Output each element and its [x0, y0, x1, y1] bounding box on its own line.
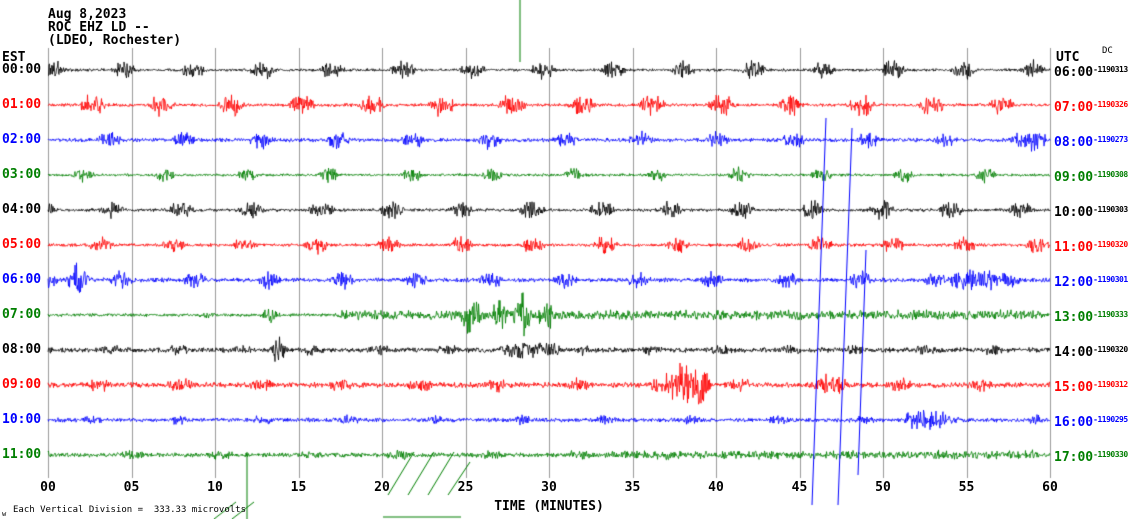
x-tick-label: 35 [624, 480, 641, 495]
utc-time: 17:00 [1054, 450, 1094, 465]
row-label-utc: 09:00-1190308 [1054, 168, 1128, 184]
dc-offset-value: -1190301 [1093, 275, 1128, 284]
utc-time: 10:00 [1054, 205, 1094, 220]
row-label-utc: 12:00-1190301 [1054, 273, 1128, 289]
row-label-est: 03:00 [2, 167, 42, 182]
header-location: (LDEO, Rochester) [48, 33, 182, 48]
utc-time: 08:00 [1054, 135, 1094, 150]
row-label-est: 08:00 [2, 342, 42, 357]
x-tick-label: 50 [875, 480, 891, 495]
x-tick-label: 00 [40, 480, 56, 495]
left-timezone-label: EST [2, 50, 26, 65]
x-tick-label: 05 [123, 480, 140, 495]
row-label-est: 04:00 [2, 202, 42, 217]
x-tick-label: 20 [374, 480, 390, 495]
row-label-utc: 10:00-1190303 [1054, 203, 1128, 219]
header-date: Aug 8,2023 [48, 7, 127, 22]
utc-time: 09:00 [1054, 170, 1094, 185]
x-tick-label: 30 [541, 480, 557, 495]
row-label-est: 10:00 [2, 412, 42, 427]
row-label-est: 07:00 [2, 307, 42, 322]
dc-offset-value: -1190313 [1093, 65, 1128, 74]
dc-offset-value: -1190308 [1093, 170, 1128, 179]
row-label-est: 02:00 [2, 132, 42, 147]
footer-marker: w [2, 510, 7, 518]
row-label-utc: 17:00-1190330 [1054, 448, 1128, 464]
dc-offset-label: DC [1102, 46, 1113, 56]
utc-time: 15:00 [1054, 380, 1094, 395]
x-tick-label: 10 [207, 480, 223, 495]
row-label-utc: 08:00-1190273 [1054, 133, 1128, 149]
dc-offset-value: -1190312 [1093, 380, 1128, 389]
dc-offset-value: -1190326 [1093, 100, 1128, 109]
dc-offset-value: -1190330 [1093, 450, 1128, 459]
dc-offset-value: -1190333 [1093, 310, 1128, 319]
x-tick-label: 45 [791, 480, 808, 495]
row-label-est: 05:00 [2, 237, 42, 252]
row-label-est: 11:00 [2, 447, 42, 462]
dc-offset-value: -1190295 [1093, 415, 1128, 424]
x-tick-label: 25 [457, 480, 474, 495]
dc-offset-value: -1190273 [1093, 135, 1128, 144]
x-tick-label: 55 [958, 480, 975, 495]
header-station: ROC EHZ LD -- [48, 20, 150, 35]
utc-time: 07:00 [1054, 100, 1094, 115]
row-label-est: 00:00 [2, 62, 42, 77]
row-label-utc: 14:00-1190320 [1054, 343, 1128, 359]
x-axis-title: TIME (MINUTES) [494, 499, 604, 514]
x-tick-label: 15 [290, 480, 307, 495]
utc-time: 12:00 [1054, 275, 1094, 290]
row-label-utc: 15:00-1190312 [1054, 378, 1128, 394]
utc-time: 14:00 [1054, 345, 1094, 360]
utc-time: 06:00 [1054, 65, 1094, 80]
row-label-utc: 11:00-1190320 [1054, 238, 1128, 254]
row-label-est: 09:00 [2, 377, 42, 392]
row-label-utc: 07:00-1190326 [1054, 98, 1128, 114]
right-timezone-label: UTC [1056, 50, 1080, 65]
row-label-est: 01:00 [2, 97, 42, 112]
dc-offset-value: -1190320 [1093, 345, 1128, 354]
row-label-est: 06:00 [2, 272, 42, 287]
x-tick-label: 40 [708, 480, 724, 495]
x-tick-label: 60 [1042, 480, 1058, 495]
dc-offset-value: -1190303 [1093, 205, 1128, 214]
utc-time: 13:00 [1054, 310, 1094, 325]
row-label-utc: 06:00-1190313 [1054, 63, 1128, 79]
dc-offset-value: -1190320 [1093, 240, 1128, 249]
row-label-utc: 13:00-1190333 [1054, 308, 1128, 324]
utc-time: 11:00 [1054, 240, 1094, 255]
utc-time: 16:00 [1054, 415, 1094, 430]
scale-note: Each Vertical Division = 333.33 microvol… [13, 505, 246, 515]
row-label-utc: 16:00-1190295 [1054, 413, 1128, 429]
